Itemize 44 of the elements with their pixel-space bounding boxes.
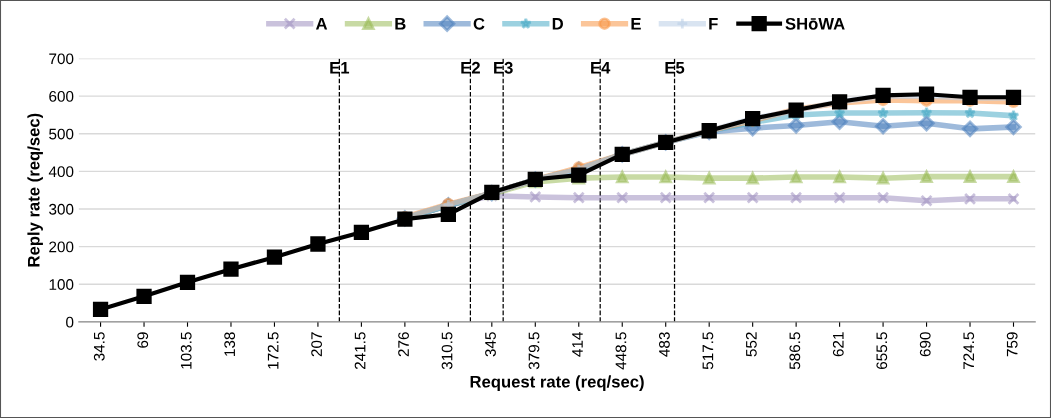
ref-line-label: E1 [330, 62, 350, 74]
x-tick-label: 276 [398, 332, 409, 357]
y-tick-label: 300 [49, 203, 74, 215]
legend-label: D [552, 18, 563, 30]
x-tick-label: 724.5 [963, 332, 975, 370]
x-tick-label: 655.5 [876, 332, 888, 370]
x-tick-label: 241.5 [354, 332, 366, 370]
x-tick-label: 34.5 [93, 332, 105, 361]
x-tick-label: 310.5 [441, 332, 453, 370]
x-tick-label: 414 [572, 332, 583, 357]
legend-label: SHōWA [785, 17, 845, 30]
y-tick-label: 500 [49, 128, 74, 140]
x-tick-label: 552 [745, 332, 757, 357]
x-tick-label: 103.5 [180, 332, 192, 369]
y-tick-label: 0 [66, 316, 74, 328]
x-tick-label: 69 [137, 332, 149, 348]
y-tick-label: 400 [48, 166, 74, 178]
legend-label: E [631, 18, 641, 30]
ref-line-label: E3 [494, 61, 513, 74]
x-axis-title: Request rate (req/sec) [470, 375, 644, 391]
x-tick-label: 172.5 [267, 332, 279, 369]
x-tick-label: 586.5 [789, 332, 801, 370]
x-tick-label: 759 [1006, 332, 1018, 357]
legend-label: B [395, 18, 406, 30]
x-tick-label: 483 [659, 332, 670, 357]
x-tick-label: 345 [485, 332, 496, 357]
ref-line-label: E4 [591, 62, 611, 74]
x-tick-label: 207 [311, 332, 323, 357]
y-axis-title: Reply rate (req/sec) [27, 113, 43, 267]
x-tick-label: 690 [919, 332, 931, 357]
y-tick-label: 600 [49, 91, 74, 102]
x-tick-label: 621 [832, 332, 844, 357]
x-tick-label: 448.5 [615, 332, 627, 370]
y-tick-label: 100 [49, 279, 74, 290]
y-tick-label: 200 [49, 241, 74, 253]
ref-line-label: E2 [461, 61, 480, 74]
ref-line-label: E5 [665, 62, 685, 74]
y-tick-label: 700 [49, 53, 74, 65]
legend-label: C [473, 17, 485, 30]
x-tick-label: 138 [224, 332, 236, 356]
legend-label: F [709, 18, 718, 30]
legend-label: A [315, 18, 328, 30]
x-tick-label: 379.5 [528, 332, 540, 370]
x-tick-label: 517.5 [702, 332, 714, 370]
